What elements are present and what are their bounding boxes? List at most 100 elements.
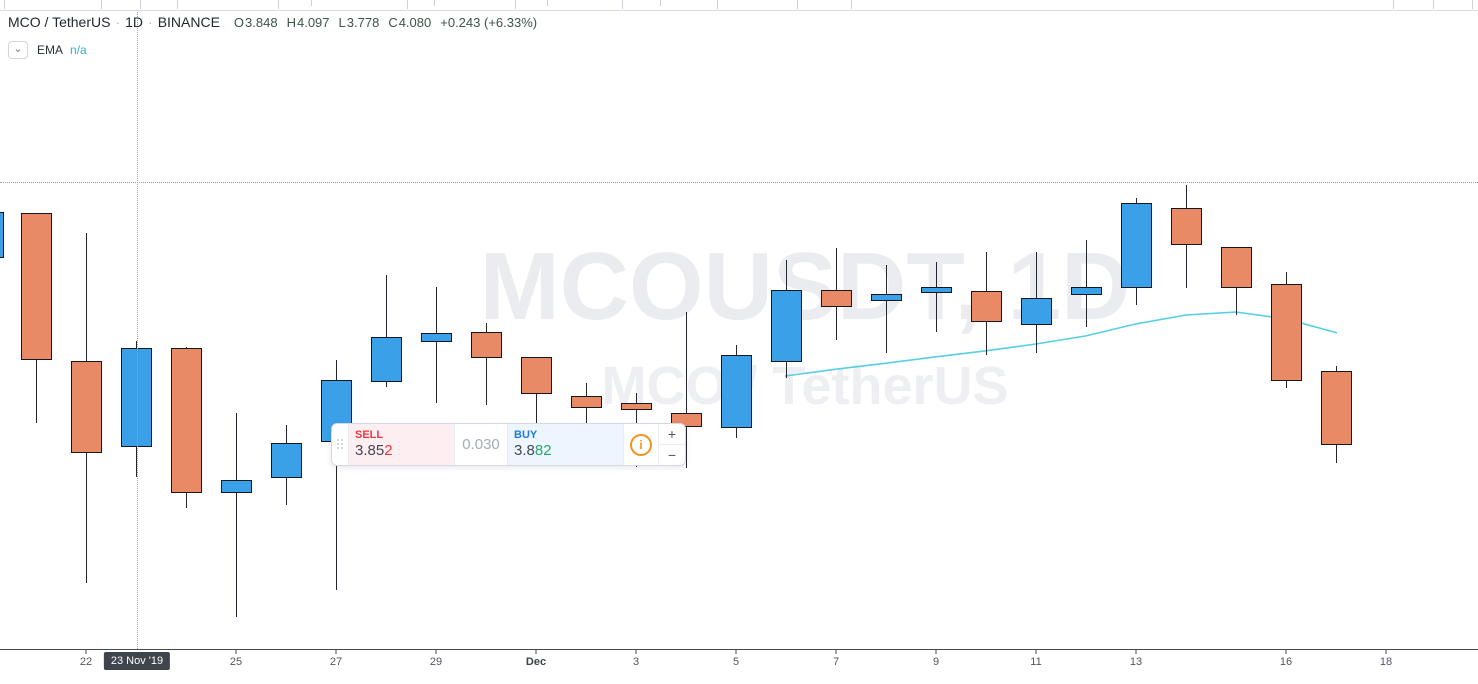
- candle-body: [220, 479, 252, 493]
- candles-layer: [0, 184, 1352, 617]
- time-axis-tick: [535, 650, 537, 654]
- time-axis-label: 7: [832, 656, 840, 668]
- buy-price: 3.882: [514, 442, 552, 459]
- toolbar-divider: [140, 0, 141, 9]
- chevron-down-icon[interactable]: ⌄: [8, 40, 28, 59]
- buy-button[interactable]: BUY 3.882: [507, 424, 623, 465]
- toolbar-divider: [1472, 0, 1473, 9]
- drag-handle-icon: [337, 439, 343, 451]
- toolbar-divider: [278, 0, 279, 9]
- separator-dot: ·: [115, 14, 121, 30]
- exchange[interactable]: BINANCE: [157, 14, 220, 30]
- candle-body: [270, 443, 302, 479]
- candle-body: [720, 354, 752, 428]
- symbol-name[interactable]: MCO / TetherUS: [8, 14, 111, 30]
- watermark-description: MCO / TetherUS: [601, 356, 1009, 416]
- candle-body: [970, 290, 1002, 322]
- ohlc-values: O3.848 H4.097 L3.778 C4.080 +0.243 (+6.33%): [234, 15, 537, 30]
- candle-wick: [935, 262, 937, 332]
- time-axis-tick: [1285, 650, 1287, 654]
- time-axis-label: 29: [429, 656, 443, 668]
- chart-pane[interactable]: MCOUSDT, 1D MCO / TetherUS MCO / TetherU…: [0, 0, 1478, 649]
- toolbar-divider: [177, 0, 178, 9]
- close-label: C: [388, 15, 398, 30]
- time-axis-label: 16: [1279, 656, 1293, 668]
- candle-body: [1170, 207, 1202, 245]
- candle-body: [1270, 283, 1302, 381]
- candle-wick: [885, 265, 887, 353]
- quantity-input[interactable]: 0.030: [454, 424, 507, 465]
- toolbar-tick: [660, 0, 661, 6]
- separator-dot: ·: [148, 14, 153, 30]
- toolbar-divider: [1393, 0, 1394, 9]
- sell-button[interactable]: SELL 3.852: [348, 424, 454, 465]
- candle-body: [620, 402, 652, 410]
- candle-body: [370, 336, 402, 382]
- candle-wick: [1085, 239, 1087, 327]
- low-value: 3.778: [346, 15, 380, 30]
- open-value: 3.848: [245, 15, 278, 30]
- time-axis-tick: [1135, 650, 1137, 654]
- candle-body: [1120, 202, 1152, 288]
- time-axis-tick: [235, 650, 237, 654]
- indicator-row: ⌄ EMA n/a: [8, 40, 537, 59]
- info-section: i: [623, 424, 658, 465]
- sell-price-tick: 2: [384, 442, 393, 459]
- toolbar-divider: [797, 0, 798, 9]
- candle-body: [520, 356, 552, 394]
- toolbar-tick: [434, 0, 435, 6]
- candle-body: [1320, 370, 1352, 445]
- interval[interactable]: 1D: [125, 14, 144, 30]
- toolbar-divider: [101, 0, 102, 9]
- info-icon[interactable]: i: [630, 433, 652, 456]
- candle-wick: [235, 412, 237, 617]
- time-axis-tick: [435, 650, 437, 654]
- time-axis-label: 11: [1030, 656, 1042, 668]
- toolbar-tick: [547, 0, 548, 6]
- time-axis-tick: [335, 650, 337, 654]
- time-axis-tick: [85, 650, 87, 654]
- sell-label: SELL: [355, 429, 384, 441]
- high-value: 4.097: [296, 15, 330, 30]
- time-axis-label: 22: [79, 656, 93, 668]
- high-label: H: [286, 15, 296, 30]
- toolbar-divider: [515, 0, 516, 9]
- indicator-value: n/a: [70, 42, 87, 57]
- candle-body: [820, 289, 852, 307]
- time-axis-tick: [1385, 650, 1387, 654]
- candle-wick: [385, 274, 387, 387]
- time-axis-tick: [735, 650, 737, 654]
- toolbar-divider: [851, 0, 852, 9]
- candle-body: [20, 212, 52, 360]
- decrease-quantity-button[interactable]: −: [667, 447, 677, 463]
- toolbar-divider: [622, 0, 623, 9]
- sell-price: 3.852: [355, 442, 393, 459]
- toolbar-divider: [4, 0, 5, 9]
- time-axis-label: 13: [1129, 656, 1143, 668]
- candle-wick: [685, 312, 687, 468]
- crosshair-date-badge: 23 Nov '19: [103, 652, 171, 670]
- change-value: +0.243 (+6.33%): [440, 15, 538, 30]
- drag-handle[interactable]: [332, 424, 348, 465]
- crosshair-vertical-line: [137, 10, 138, 649]
- ema-plot: [784, 311, 1338, 377]
- ema-line: [784, 311, 1338, 377]
- buy-price-tick: 82: [534, 442, 552, 459]
- candle-wick: [335, 359, 337, 590]
- candle-body: [70, 360, 102, 453]
- symbol-row: MCO / TetherUS · 1D · BINANCE O3.848 H4.097 L3.…: [8, 13, 537, 32]
- candle-wick: [485, 322, 487, 405]
- open-label: O: [233, 15, 245, 30]
- candle-body: [570, 395, 602, 409]
- low-label: L: [338, 15, 346, 30]
- indicator-name[interactable]: EMA: [37, 42, 64, 57]
- close-value: 4.080: [398, 15, 432, 30]
- buy-label: BUY: [514, 429, 538, 441]
- time-axis-label: 18: [1379, 656, 1393, 668]
- candle-body: [870, 293, 902, 301]
- time-axis[interactable]: 22 25 27 29 Dec 3 5 7 9 11 13 16 18 23 Nov '19: [0, 649, 1478, 675]
- candle-body: [770, 289, 802, 362]
- time-axis-tick: [835, 650, 837, 654]
- increase-quantity-button[interactable]: +: [659, 424, 685, 445]
- candle-body: [420, 332, 452, 342]
